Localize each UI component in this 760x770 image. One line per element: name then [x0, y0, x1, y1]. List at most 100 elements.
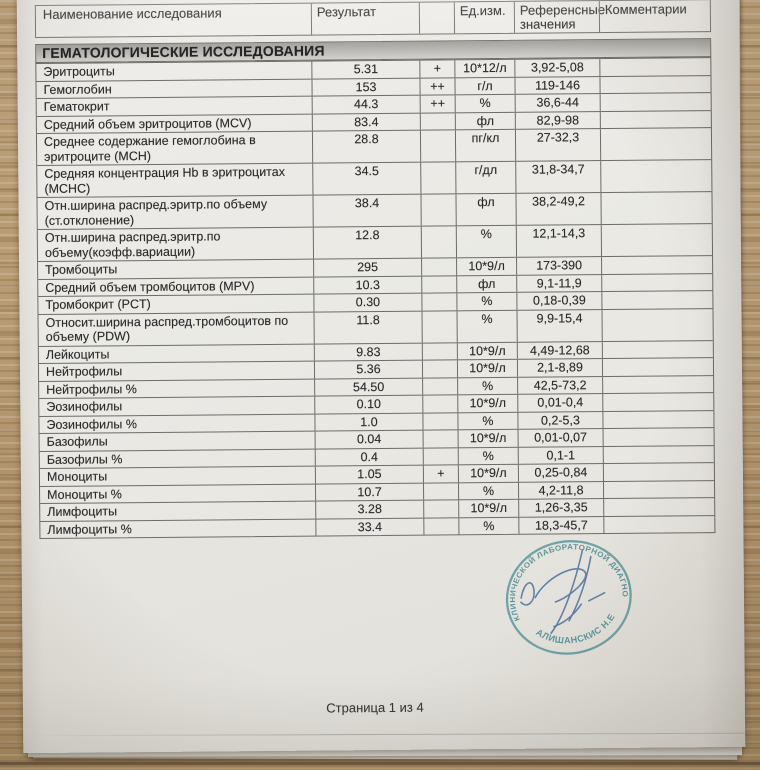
comment-cell: [602, 428, 714, 446]
test-name: Эозинофилы %: [46, 416, 138, 432]
test-name: Нейтрофилы %: [46, 381, 137, 397]
comment-cell: [602, 480, 715, 499]
doctor-signature: [520, 549, 606, 635]
unit-value: 10*9/л: [458, 499, 519, 517]
reference-range: 0,01-0,4: [517, 394, 603, 412]
flag-value: [421, 275, 457, 293]
stamp-ring-text: ВРАЧ КЛИНИЧЕСКОЙ ЛАБОРАТОРНОЙ ДИАГНОСТИК…: [483, 521, 631, 626]
comment-cell: [601, 358, 714, 376]
flag-value: [421, 360, 458, 378]
test-name: Эритроциты: [43, 64, 115, 79]
wood-plank-gap: [0, 762, 760, 765]
comment-cell: [599, 128, 712, 161]
test-name: Отн.ширина распред.эритр.по объему(коэфф…: [44, 229, 221, 260]
test-name: Тромбокрит (PCT): [45, 297, 151, 312]
test-name: Лимфоциты: [47, 504, 118, 519]
test-name: Базофилы: [46, 434, 108, 449]
test-name: Отн.ширина распред.эритр.по объему (ст.о…: [44, 196, 268, 228]
test-name: Лейкоциты: [45, 346, 110, 362]
unit-value: 10*9/л: [456, 257, 517, 275]
comment-cell: [603, 498, 715, 516]
unit-value: %: [454, 94, 515, 112]
unit-value: %: [456, 310, 517, 342]
unit-value: %: [457, 447, 518, 465]
reference-range: 4,2-11,8: [517, 481, 604, 499]
result-value: 9.83: [313, 343, 422, 361]
reference-range: 9,1-11,9: [516, 274, 602, 292]
test-name: Среднее содержание гемоглобина в эритроц…: [43, 133, 256, 164]
comment-cell: [602, 393, 714, 411]
flag-value: [421, 310, 457, 343]
unit-value: 10*9/л: [457, 429, 518, 447]
results-table: Наименование исследования Результат Ед.и…: [34, 0, 716, 539]
unit-value: %: [457, 482, 519, 500]
test-name: Средний объем тромбоцитов (MPV): [45, 278, 255, 295]
unit-value: %: [457, 377, 518, 395]
reference-range: 36,6-44: [514, 94, 600, 112]
comment-cell: [601, 340, 713, 359]
unit-value: фл: [455, 193, 516, 226]
doctor-round-stamp: ВРАЧ КЛИНИЧЕСКОЙ ЛАБОРАТОРНОЙ ДИАГНОСТИК…: [483, 521, 632, 659]
unit-value: г/дл: [455, 161, 516, 194]
reference-range: 173-390: [516, 257, 602, 275]
result-value: 28.8: [311, 130, 421, 163]
comment-cell: [601, 273, 713, 292]
paper-crease: [23, 732, 746, 737]
flag-value: [422, 412, 458, 430]
flag-value: [422, 430, 458, 448]
table-row: Средняя концентрация Hb в эритроцитах (M…: [37, 159, 712, 197]
reference-range: 1,26-3,35: [518, 499, 604, 517]
unit-value: 10*9/л: [456, 359, 518, 377]
flag-value: +: [422, 465, 458, 483]
result-value: 54.50: [314, 378, 423, 396]
comment-cell: [602, 410, 714, 429]
result-value: 83.4: [311, 113, 420, 131]
unit-value: 10*9/л: [457, 394, 518, 412]
reference-range: 42,5-73,2: [517, 376, 603, 394]
stamp-outer-ring: [505, 540, 632, 655]
unit-value: 10*9/л: [457, 464, 518, 482]
reference-range: 0,1-1: [517, 446, 603, 464]
col-header-unit: Ед.изм.: [453, 1, 515, 34]
test-name: Гематокрит: [43, 99, 110, 114]
col-header-comments: Комментарии: [598, 0, 711, 33]
unit-value: %: [456, 292, 517, 310]
unit-value: %: [458, 517, 519, 535]
comment-cell: [600, 224, 713, 257]
flag-value: [420, 162, 456, 194]
flag-value: +: [419, 60, 455, 78]
table-row: Среднее содержание гемоглобина в эритроц…: [36, 127, 712, 165]
test-name: Тромбоциты: [45, 262, 118, 277]
flag-value: [421, 293, 457, 311]
flag-value: [422, 395, 458, 413]
result-value: 34.5: [312, 162, 421, 195]
comment-cell: [602, 445, 714, 464]
col-header-test-name: Наименование исследования: [42, 5, 222, 22]
reference-range: 3,92-5,08: [514, 59, 600, 77]
table-row: Относит.ширина распред.тромбоцитов по об…: [38, 307, 713, 346]
col-header-result: Результат: [310, 2, 420, 35]
reference-range: 4,49-12,68: [516, 341, 602, 359]
reference-range: 82,9-98: [514, 111, 600, 129]
unit-value: %: [455, 225, 517, 258]
result-value: 33.4: [315, 518, 424, 536]
reference-range: 0,25-0,84: [517, 464, 603, 482]
flag-value: [422, 447, 458, 465]
result-value: 295: [313, 258, 422, 277]
comment-cell: [599, 75, 711, 94]
unit-value: г/л: [454, 77, 515, 95]
result-value: 0.30: [313, 293, 422, 312]
result-value: 1.05: [314, 465, 423, 484]
comment-cell: [599, 58, 711, 76]
comment-cell: [601, 291, 713, 309]
result-value: 44.3: [311, 95, 420, 114]
unit-value: пг/кл: [454, 129, 516, 162]
reference-range: 2,1-8,89: [516, 359, 603, 377]
flag-value: [421, 258, 457, 276]
flag-value: [420, 194, 456, 226]
comment-cell: [600, 160, 712, 193]
unit-value: %: [457, 412, 518, 430]
test-name: Гемоглобин: [43, 81, 112, 97]
flag-value: [422, 377, 458, 395]
result-value: 5.36: [313, 360, 423, 379]
